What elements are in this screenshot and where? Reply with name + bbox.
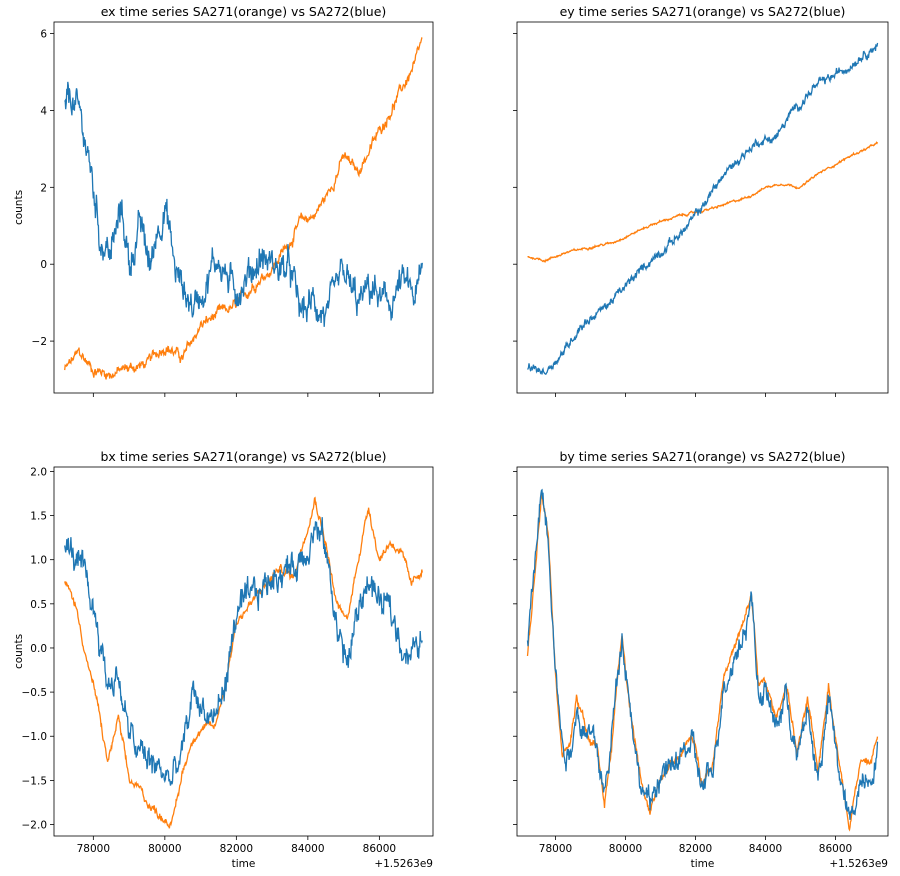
series-sa272-line <box>64 517 423 786</box>
subplot-title: ey time series SA271(orange) vs SA272(bl… <box>560 4 846 19</box>
subplot-title: bx time series SA271(orange) vs SA272(bl… <box>100 449 386 464</box>
x-axis-label: time <box>232 858 256 870</box>
series-sa272-line <box>527 42 879 375</box>
x-tick-label: 80000 <box>148 843 181 855</box>
axes-frame <box>516 466 889 837</box>
y-tick-label: −2 <box>32 336 47 348</box>
x-offset-text: +1.5263e9 <box>374 858 433 870</box>
series-sa272-line <box>64 81 423 327</box>
series-sa272-line <box>526 488 879 820</box>
y-tick-label: −1.0 <box>22 731 48 743</box>
y-tick-label: 2 <box>40 182 47 194</box>
x-tick-label: 86000 <box>819 843 852 855</box>
x-tick-label: 80000 <box>609 843 642 855</box>
x-tick-label: 86000 <box>363 843 396 855</box>
y-tick-label: −1.5 <box>22 775 48 787</box>
series-sa271-line <box>527 141 879 263</box>
y-tick-label: 2.0 <box>30 466 47 478</box>
y-tick-label: 0.5 <box>30 599 47 611</box>
y-tick-label: 0 <box>40 259 47 271</box>
y-tick-label: −2.0 <box>22 820 48 832</box>
series-sa271-line <box>526 494 879 832</box>
y-tick-label: 0.0 <box>30 643 47 655</box>
subplot-3: 78000 80000 82000 84000 86000 −2.0 −1.5 −1.0 −0.… <box>13 449 434 870</box>
x-tick-label: 84000 <box>291 843 324 855</box>
subplot-4: 78000 80000 82000 84000 86000 by time series … <box>513 449 889 870</box>
y-axis-label: counts <box>13 634 25 669</box>
series-sa271-line <box>64 496 423 829</box>
x-tick-label: 82000 <box>679 843 712 855</box>
subplot-title: by time series SA271(orange) vs SA272(bl… <box>559 449 845 464</box>
y-tick-label: −0.5 <box>22 687 48 699</box>
y-tick-label: 6 <box>40 29 47 41</box>
x-tick-label: 84000 <box>749 843 782 855</box>
axes-frame <box>516 21 889 394</box>
subplot-2: ey time series SA271(orange) vs SA272(bl… <box>513 4 889 397</box>
axes-frame <box>53 21 434 394</box>
subplot-1: −2 0 2 4 6 ex time series SA271(orange) vs SA… <box>13 4 434 397</box>
x-tick-label: 78000 <box>77 843 110 855</box>
y-tick-label: 1.0 <box>30 555 47 567</box>
axes-frame <box>53 466 434 837</box>
y-axis-label: counts <box>13 190 25 225</box>
x-tick-label: 78000 <box>539 843 572 855</box>
subplot-title: ex time series SA271(orange) vs SA272(bl… <box>101 4 387 19</box>
x-tick-label: 82000 <box>220 843 253 855</box>
x-offset-text: +1.5263e9 <box>829 858 888 870</box>
y-tick-label: 1.5 <box>30 511 47 523</box>
y-tick-label: 4 <box>40 105 47 117</box>
x-axis-label: time <box>691 858 715 870</box>
